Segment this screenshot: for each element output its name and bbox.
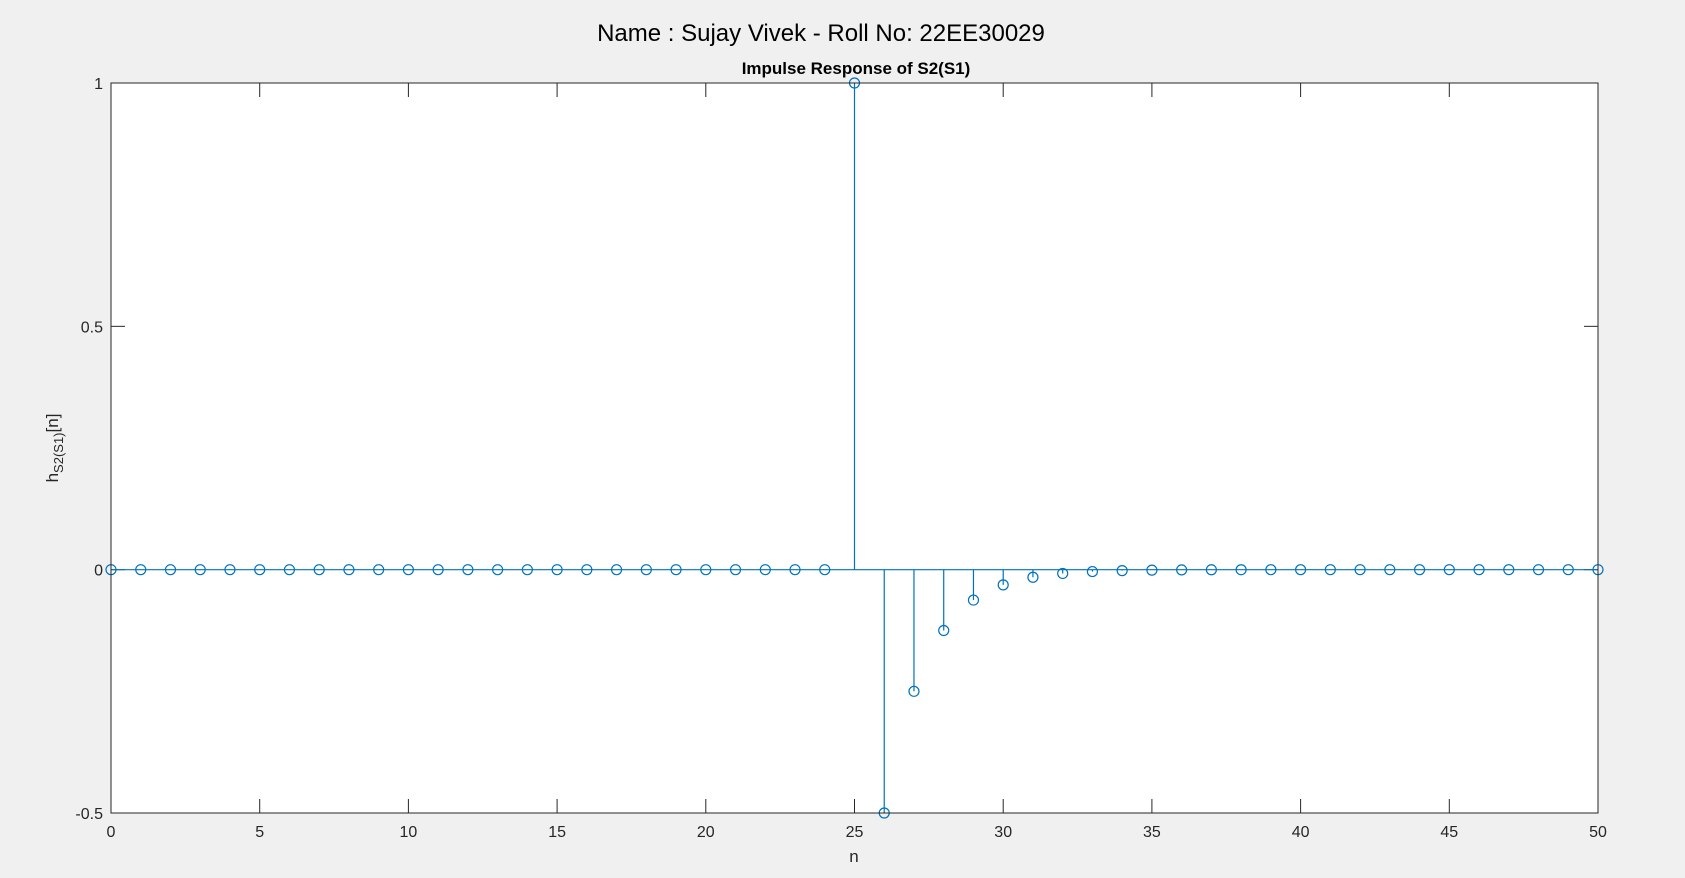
x-tick-labels: 0 5 10 15 20 25 30 35 40 45 50: [107, 824, 1607, 841]
stem-marker: [1235, 564, 1247, 576]
x-tick-label: 10: [400, 824, 418, 841]
x-tick-label: 30: [994, 824, 1012, 841]
x-tick-label: 25: [846, 824, 864, 841]
axes-box: [110, 82, 1599, 814]
stem-marker: [313, 564, 325, 576]
x-tick-label: 45: [1440, 824, 1458, 841]
stem-marker: [700, 564, 712, 576]
stem-marker: [1057, 567, 1069, 580]
stem-marker: [729, 564, 742, 576]
y-tick-label: 1: [94, 76, 103, 93]
stem-marker: [1294, 564, 1307, 576]
stem-marker: [283, 564, 296, 576]
stem-marker: [759, 564, 771, 576]
y-axis-label-subscript: S2(S1): [51, 432, 66, 472]
stem-marker: [1086, 565, 1099, 578]
stem-marker: [462, 564, 474, 576]
y-tick-label: -0.5: [75, 806, 103, 823]
figure-suptitle: Name : Sujay Vivek - Roll No: 22EE30029: [597, 20, 1045, 47]
stem-marker: [1176, 564, 1188, 576]
axes-title: Impulse Response of S2(S1): [742, 59, 971, 78]
stem-marker: [373, 564, 385, 576]
x-tick-label: 40: [1292, 824, 1310, 841]
stem-marker: [1532, 564, 1545, 576]
stem-marker: [194, 564, 206, 576]
stem-marker: [789, 564, 801, 576]
x-tick-label: 50: [1589, 824, 1607, 841]
stem-marker: [1205, 564, 1217, 576]
y-tick-label: 0.5: [81, 319, 103, 336]
stem-marker: [135, 564, 147, 576]
stem-marker: [1116, 565, 1128, 577]
stem-marker: [1146, 564, 1158, 576]
stem-marker: [1443, 564, 1455, 576]
stem-marker: [432, 564, 444, 576]
stem-marker: [967, 594, 980, 606]
stem-marker: [819, 564, 831, 576]
stem-marker: [343, 564, 355, 576]
stem-marker: [938, 624, 950, 637]
stem-marker: [402, 564, 414, 576]
x-tick-label: 20: [697, 824, 715, 841]
stem-marker: [1562, 564, 1574, 576]
stem-marker: [1384, 564, 1396, 576]
stem-marker: [551, 564, 563, 576]
y-tick-label: 0: [94, 563, 103, 580]
x-tick-label: 5: [255, 824, 264, 841]
stem-marker: [224, 564, 236, 576]
stem-marker: [164, 564, 177, 576]
stem-marker: [1413, 564, 1426, 576]
stem-marker: [1265, 564, 1277, 576]
stem-marker: [254, 564, 266, 576]
stem-marker: [997, 579, 1009, 591]
y-axis-label-suffix: [n]: [43, 414, 62, 433]
stem-marker: [908, 685, 920, 697]
y-tick-labels: -0.5 0 0.5 1: [75, 76, 103, 823]
stem-marker: [1503, 564, 1515, 576]
stem-marker: [640, 564, 652, 576]
x-tick-label: 35: [1143, 824, 1161, 841]
stem-marker: [1354, 564, 1366, 576]
stem-marker: [670, 564, 682, 576]
x-axis-label: n: [849, 847, 858, 866]
y-axis-label-base: h: [43, 473, 62, 482]
y-axis-label: hS2(S1)[n]: [43, 414, 66, 483]
stem-marker: [610, 564, 623, 576]
stem-marker: [581, 564, 593, 576]
stem-marker: [1324, 564, 1336, 576]
stem-marker: [1027, 571, 1039, 583]
x-tick-label: 15: [548, 824, 566, 841]
x-tick-label: 0: [107, 824, 116, 841]
stem-marker: [492, 564, 504, 576]
stem-marker: [521, 564, 533, 576]
stem-marker: [1473, 564, 1485, 576]
